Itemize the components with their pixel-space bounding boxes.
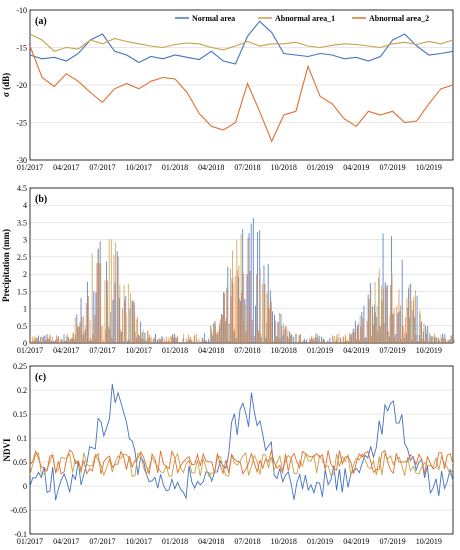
y-tick-label: 2 bbox=[23, 270, 27, 279]
y-tick-label: 0.25 bbox=[13, 362, 27, 371]
y-tick-label: 0.15 bbox=[13, 410, 27, 419]
legend-label: Normal area bbox=[192, 14, 235, 23]
y-tick-label: 3 bbox=[23, 236, 27, 245]
y-axis-label: NDVI bbox=[2, 438, 12, 461]
ndvi-line-1 bbox=[29, 383, 454, 501]
ndvi-line-3 bbox=[29, 449, 454, 476]
x-tick-label: 04/2018 bbox=[198, 346, 224, 355]
x-tick-label: 04/2019 bbox=[343, 346, 369, 355]
y-tick-label: 3.5 bbox=[17, 218, 27, 227]
y-tick-label: 0 bbox=[23, 339, 27, 348]
x-tick-label: 10/2018 bbox=[271, 346, 297, 355]
panel-label: (c) bbox=[35, 372, 46, 383]
panel-a: -30 -25 -20 -15 -10 01/2017 04/2017 07/2017 10/2… bbox=[1, 6, 454, 172]
x-tick-label: 07/2018 bbox=[234, 346, 260, 355]
series-line-1 bbox=[29, 20, 454, 65]
x-tick-label: 10/2018 bbox=[271, 163, 297, 172]
x-tick-label: 07/2017 bbox=[89, 163, 115, 172]
legend-label: Abnormal area_2 bbox=[369, 14, 429, 23]
x-tick-label: 01/2019 bbox=[307, 346, 333, 355]
y-tick-label: 1 bbox=[23, 305, 27, 314]
y-tick-label: 0.2 bbox=[17, 386, 27, 395]
x-tick-label: 04/2017 bbox=[53, 346, 79, 355]
y-tick-label: 4 bbox=[23, 201, 27, 210]
y-axis-label: Precipitation (mm) bbox=[1, 229, 11, 302]
x-tick-label: 07/2018 bbox=[234, 163, 260, 172]
x-tick-label: 01/2017 bbox=[17, 537, 43, 546]
x-tick-label: 10/2017 bbox=[126, 163, 152, 172]
panel-label: (a) bbox=[35, 16, 47, 27]
x-tick-label: 01/2018 bbox=[162, 537, 188, 546]
x-tick-label: 10/2019 bbox=[416, 537, 442, 546]
y-tick-label: 0.5 bbox=[17, 322, 27, 331]
x-tick-label: 07/2018 bbox=[234, 537, 260, 546]
x-tick-label: 07/2019 bbox=[379, 537, 405, 546]
x-tick-label: 04/2017 bbox=[53, 537, 79, 546]
x-tick-label: 01/2017 bbox=[17, 346, 43, 355]
y-tick-label: -30 bbox=[16, 156, 27, 165]
y-tick-label: 0.1 bbox=[17, 434, 27, 443]
y-tick-label: -25 bbox=[16, 119, 27, 128]
legend-label: Abnormal area_1 bbox=[275, 14, 335, 23]
x-tick-label: 01/2019 bbox=[307, 163, 333, 172]
panel-label: (b) bbox=[35, 194, 47, 205]
y-tick-label: -15 bbox=[16, 44, 27, 53]
series-line-3 bbox=[29, 45, 454, 143]
y-tick-label: -0.1 bbox=[14, 530, 27, 539]
x-tick-label: 01/2017 bbox=[17, 163, 43, 172]
plot-frame bbox=[29, 365, 454, 535]
x-tick-label: 04/2017 bbox=[53, 163, 79, 172]
x-tick-label: 10/2019 bbox=[416, 163, 442, 172]
y-tick-label: 2.5 bbox=[17, 253, 27, 262]
x-tick-label: 10/2017 bbox=[126, 346, 152, 355]
x-tick-label: 01/2019 bbox=[307, 537, 333, 546]
y-tick-label: -10 bbox=[16, 6, 27, 15]
x-tick-label: 07/2017 bbox=[89, 346, 115, 355]
x-tick-label: 07/2019 bbox=[379, 163, 405, 172]
panel-c: -0.1 -0.05 0 0.05 0.1 0.15 0.2 0.25 01/2017 04/20… bbox=[2, 362, 454, 546]
x-tick-label: 04/2019 bbox=[343, 537, 369, 546]
y-tick-label: 0.05 bbox=[13, 458, 27, 467]
x-tick-label: 04/2019 bbox=[343, 163, 369, 172]
y-tick-label: 0 bbox=[23, 482, 27, 491]
x-tick-label: 07/2017 bbox=[89, 537, 115, 546]
x-tick-label: 01/2018 bbox=[162, 163, 188, 172]
x-tick-label: 04/2018 bbox=[198, 537, 224, 546]
y-axis-label: σ (dB) bbox=[1, 73, 11, 97]
y-tick-label: 4.5 bbox=[17, 184, 27, 193]
x-tick-label: 04/2018 bbox=[198, 163, 224, 172]
y-tick-label: -0.05 bbox=[10, 506, 27, 515]
x-tick-label: 10/2018 bbox=[271, 537, 297, 546]
ndvi-line-2 bbox=[29, 451, 454, 478]
y-tick-label: 1.5 bbox=[17, 287, 27, 296]
x-tick-label: 10/2019 bbox=[416, 346, 442, 355]
x-tick-label: 01/2018 bbox=[162, 346, 188, 355]
y-tick-label: -20 bbox=[16, 81, 27, 90]
panel-b: 0 0.5 1 1.5 2 2.5 3 3.5 4 4.5 01/2017 04/2017 07/201… bbox=[1, 184, 455, 355]
x-tick-label: 07/2019 bbox=[379, 346, 405, 355]
series-line-2 bbox=[29, 33, 454, 52]
x-tick-label: 10/2017 bbox=[126, 537, 152, 546]
